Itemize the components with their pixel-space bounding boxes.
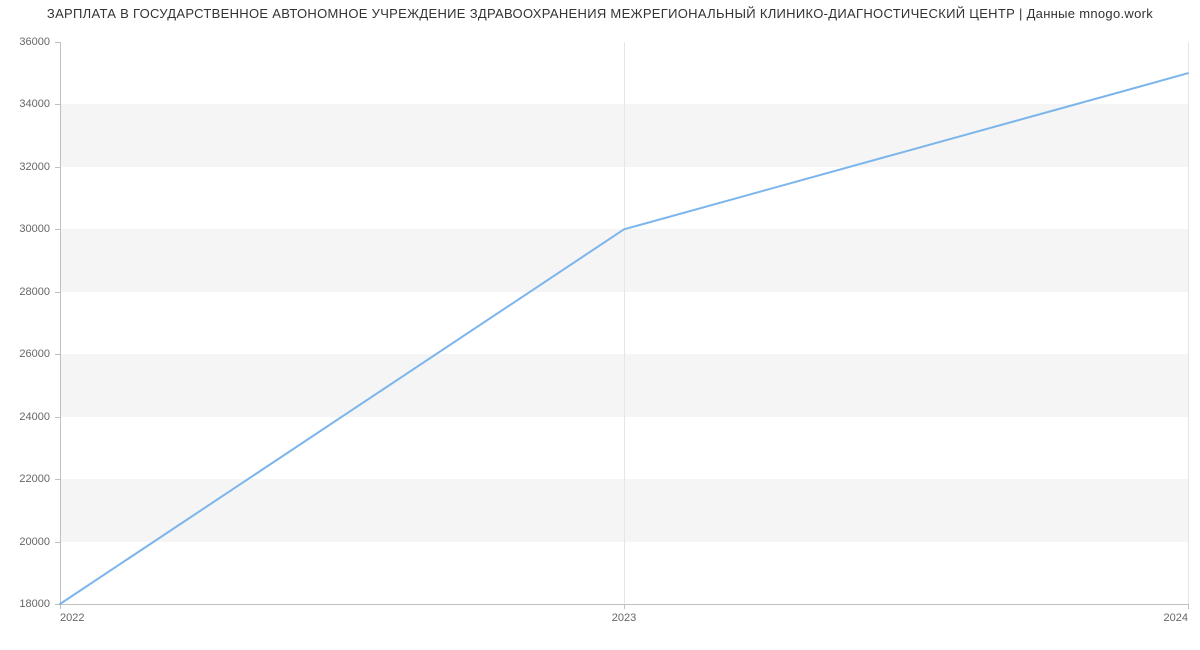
- x-tick-label: 2022: [60, 612, 84, 624]
- series-line: [60, 73, 1188, 604]
- y-tick-label: 34000: [19, 98, 50, 110]
- y-tick-label: 30000: [19, 223, 50, 235]
- y-tick-label: 32000: [19, 161, 50, 173]
- x-gridline: [1188, 42, 1189, 604]
- x-tick: [624, 604, 625, 609]
- y-tick-label: 18000: [19, 598, 50, 610]
- x-tick-label: 2023: [612, 612, 636, 624]
- x-tick-label: 2024: [1164, 612, 1188, 624]
- y-tick-label: 24000: [19, 411, 50, 423]
- x-tick: [1188, 604, 1189, 609]
- y-tick-label: 26000: [19, 348, 50, 360]
- y-tick-label: 20000: [19, 536, 50, 548]
- plot-area: 1800020000220002400026000280003000032000…: [60, 42, 1188, 604]
- y-tick-label: 22000: [19, 473, 50, 485]
- chart-container: ЗАРПЛАТА В ГОСУДАРСТВЕННОЕ АВТОНОМНОЕ УЧ…: [0, 0, 1200, 650]
- y-tick-label: 36000: [19, 36, 50, 48]
- line-series: [60, 42, 1188, 604]
- y-tick-label: 28000: [19, 286, 50, 298]
- chart-title: ЗАРПЛАТА В ГОСУДАРСТВЕННОЕ АВТОНОМНОЕ УЧ…: [0, 6, 1200, 21]
